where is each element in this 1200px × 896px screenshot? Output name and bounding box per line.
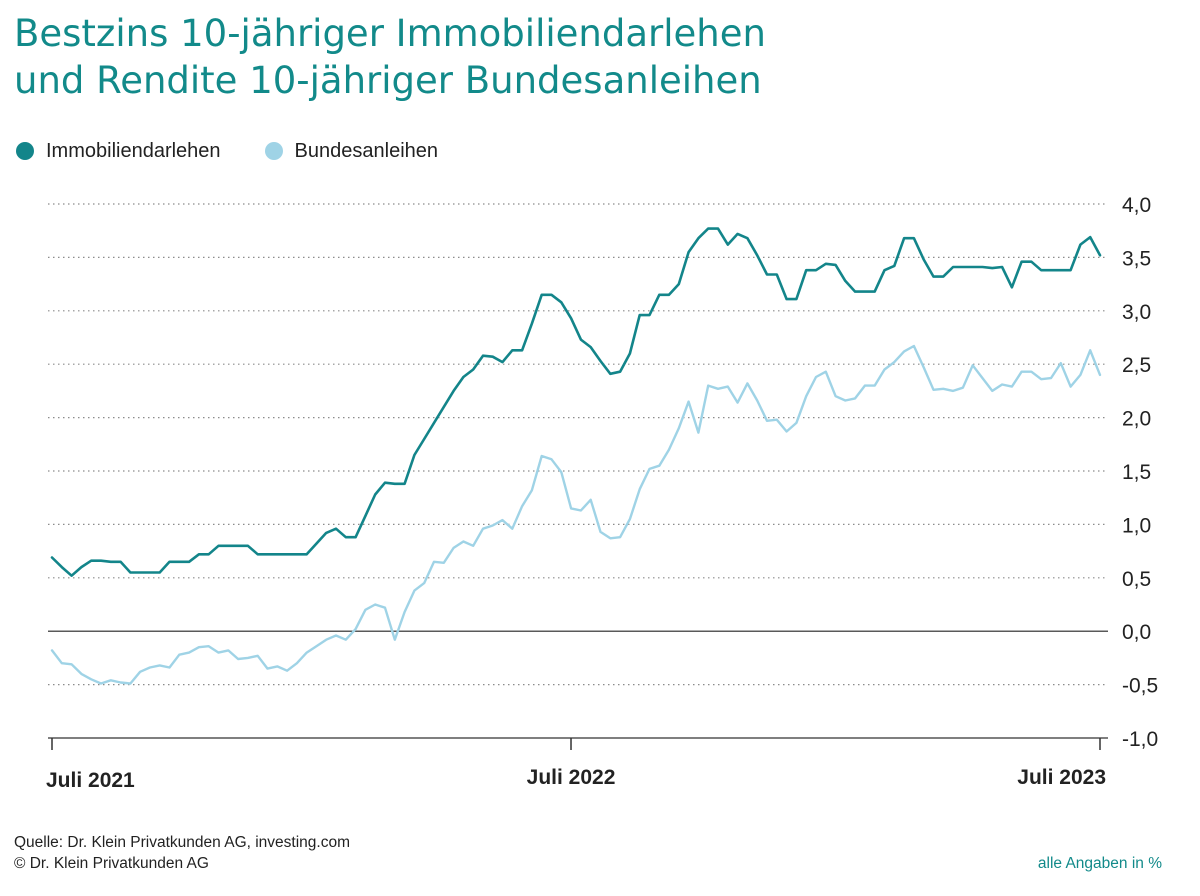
x-tick-label: Juli 2023 [1017,766,1106,789]
x-tick-label: Juli 2022 [527,766,616,789]
y-tick-label: 0,5 [1122,568,1151,591]
chart-title-line-2: und Rendite 10-jähriger Bundesanleihen [14,59,762,102]
x-tick-label: Juli 2021 [46,769,135,792]
chart-title-line-1: Bestzins 10-jähriger Immobiliendarlehen [14,12,766,55]
y-tick-label: 2,0 [1122,408,1151,431]
copyright-note: © Dr. Klein Privatkunden AG [14,855,209,872]
unit-note: alle Angaben in % [1037,855,1162,872]
y-tick-label: 3,5 [1122,247,1151,270]
y-tick-label: -1,0 [1122,728,1158,751]
y-tick-label: 0,0 [1122,621,1151,644]
y-tick-label: 3,0 [1122,301,1151,324]
series-line-immobiliendarlehen [50,227,1102,577]
chart-title: Bestzins 10-jähriger Immobiliendarlehen … [14,10,1174,104]
legend-item-immobiliendarlehen: Immobiliendarlehen [16,140,221,163]
legend-label-immobiliendarlehen: Immobiliendarlehen [46,139,221,162]
y-tick-label: 1,5 [1122,461,1151,484]
legend-swatch-immobiliendarlehen [16,142,34,160]
y-tick-label: 2,5 [1122,354,1151,377]
source-note: Quelle: Dr. Klein Privatkunden AG, inves… [14,834,350,851]
y-tick-label: -0,5 [1122,675,1158,698]
legend: Immobiliendarlehen Bundesanleihen [16,138,482,164]
legend-swatch-bundesanleihen [264,142,283,160]
footer: Quelle: Dr. Klein Privatkunden AG, inves… [14,832,350,874]
y-tick-label: 4,0 [1122,194,1151,217]
series-line-bundesanleihen [50,344,1102,685]
y-tick-label: 1,0 [1122,514,1151,537]
legend-label-bundesanleihen: Bundesanleihen [294,139,439,162]
legend-item-bundesanleihen: Bundesanleihen [264,139,439,163]
